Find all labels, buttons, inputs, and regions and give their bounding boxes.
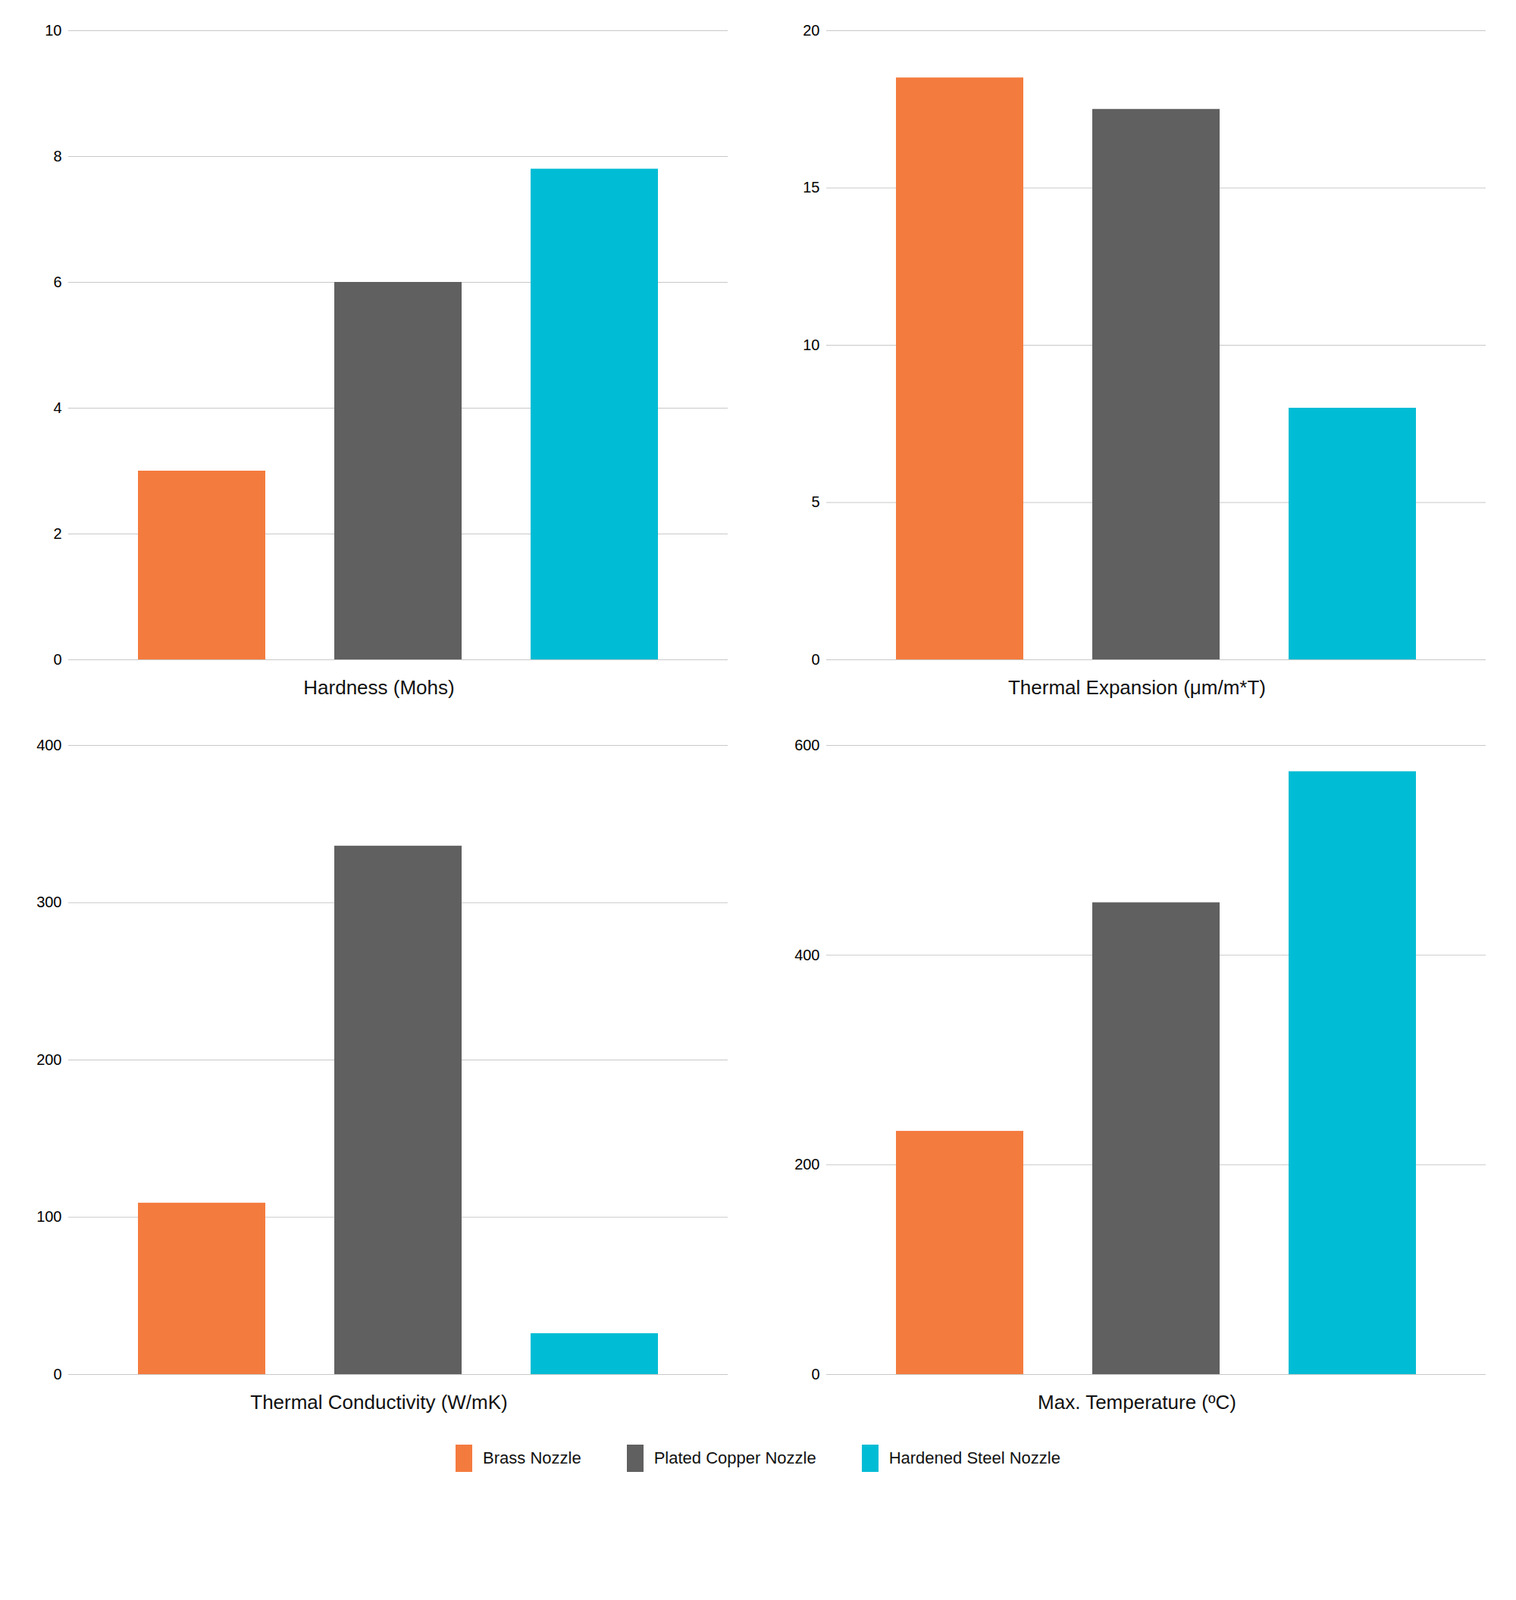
svg-text:6: 6 — [53, 273, 62, 291]
svg-text:200: 200 — [794, 1155, 820, 1173]
svg-text:0: 0 — [53, 651, 62, 668]
svg-text:0: 0 — [53, 1365, 62, 1382]
svg-text:400: 400 — [36, 736, 62, 754]
svg-text:15: 15 — [802, 178, 820, 196]
html-text:Max. Temperature (ºC): Max. Temperature (ºC) — [1037, 1390, 1237, 1414]
html-text:Thermal Expansion (μm/m*T): Thermal Expansion (μm/m*T) — [1008, 676, 1266, 699]
svg-text:400: 400 — [794, 946, 820, 964]
svg-text:5: 5 — [811, 493, 820, 511]
svg-text:300: 300 — [36, 893, 62, 911]
svg-text:100: 100 — [36, 1208, 62, 1225]
svg-text:0: 0 — [811, 651, 820, 668]
svg-text:2: 2 — [53, 525, 62, 542]
html-text:Brass Nozzle: Brass Nozzle — [482, 1448, 582, 1468]
svg-text:200: 200 — [36, 1051, 62, 1069]
html-text:Hardness (Mohs): Hardness (Mohs) — [303, 676, 455, 699]
svg-text:10: 10 — [44, 21, 62, 39]
html-text:Thermal Conductivity (W/mK): Thermal Conductivity (W/mK) — [250, 1390, 508, 1414]
svg-text:20: 20 — [802, 21, 820, 39]
svg-text:4: 4 — [53, 399, 62, 417]
html-text:Plated Copper Nozzle: Plated Copper Nozzle — [653, 1448, 817, 1468]
svg-text:600: 600 — [794, 736, 820, 754]
svg-text:8: 8 — [53, 147, 62, 165]
svg-text:0: 0 — [811, 1365, 820, 1382]
html-text:Hardened Steel Nozzle: Hardened Steel Nozzle — [888, 1448, 1061, 1468]
svg-text:10: 10 — [802, 336, 820, 354]
